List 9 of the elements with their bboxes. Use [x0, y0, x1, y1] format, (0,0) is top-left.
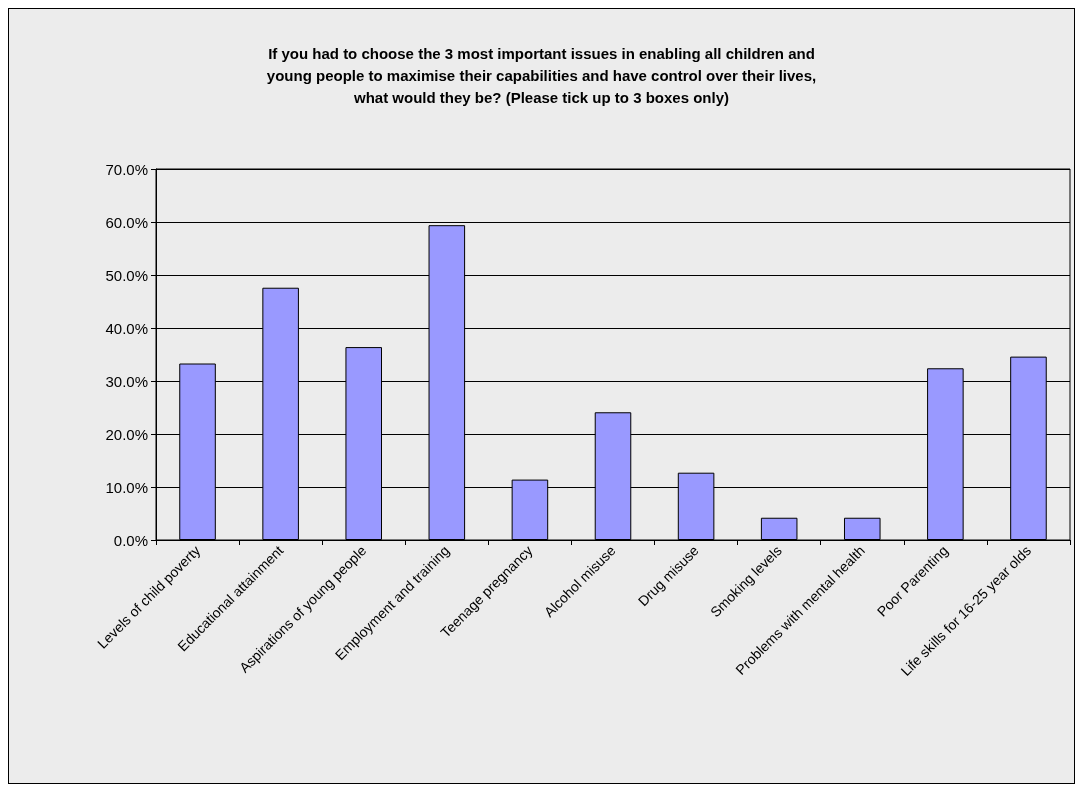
y-tick-label: 50.0%: [105, 266, 148, 284]
y-tick-label: 10.0%: [105, 478, 148, 496]
y-tick-label: 0.0%: [113, 531, 148, 549]
y-tick-label: 40.0%: [105, 319, 148, 337]
y-tick-label: 70.0%: [105, 160, 148, 178]
y-tick-label: 20.0%: [105, 425, 148, 443]
y-tick-label: 60.0%: [105, 213, 148, 231]
chart-title: If you had to choose the 3 most important issues in enabling all children and young people to maximise their capabilities and have control over their lives, what would they be? (Please tick up to 3 boxes only): [266, 44, 817, 106]
y-tick-label: 30.0%: [105, 372, 148, 390]
